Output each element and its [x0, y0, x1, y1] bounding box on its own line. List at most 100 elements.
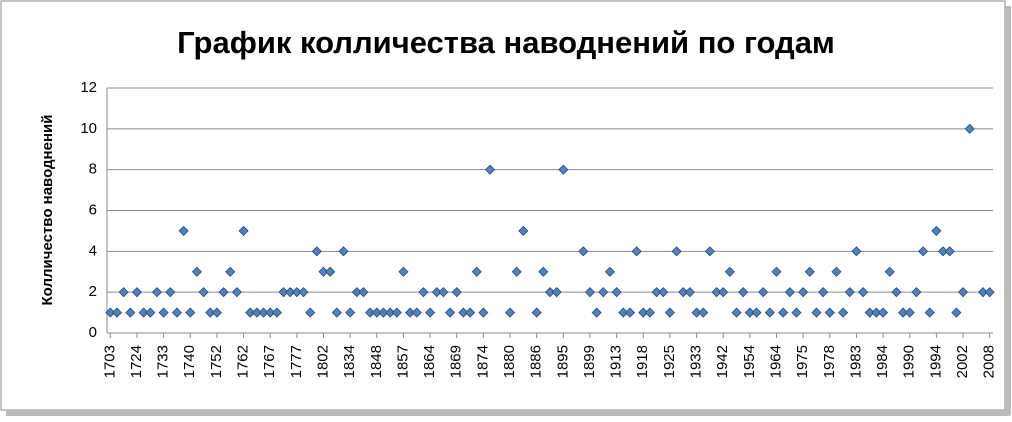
marker: [185, 307, 196, 318]
marker: [345, 307, 356, 318]
marker: [864, 307, 875, 318]
marker: [744, 307, 755, 318]
marker: [105, 307, 116, 318]
marker: [917, 246, 929, 257]
marker: [944, 246, 955, 257]
x-tick-label: 1895: [554, 345, 571, 378]
marker: [671, 246, 682, 257]
x-tick-label: 1733: [155, 345, 172, 378]
marker: [751, 307, 762, 318]
marker: [618, 307, 629, 318]
marker: [151, 287, 163, 298]
marker: [305, 307, 316, 318]
marker: [138, 307, 149, 318]
marker: [298, 287, 309, 298]
x-tick-label: 1942: [714, 345, 731, 378]
marker: [984, 287, 995, 298]
marker: [851, 246, 862, 257]
marker: [371, 307, 382, 318]
marker: [724, 266, 735, 277]
y-tick-label: 8: [89, 161, 97, 178]
marker: [718, 287, 729, 298]
marker: [611, 287, 622, 298]
marker: [798, 287, 809, 298]
y-tick-label: 4: [89, 242, 97, 259]
marker: [365, 307, 376, 318]
marker: [338, 246, 349, 257]
marker: [191, 266, 202, 277]
marker: [538, 266, 549, 277]
marker: [678, 287, 689, 298]
marker: [604, 266, 616, 277]
marker: [811, 307, 822, 318]
marker: [824, 307, 835, 318]
shadow: [6, 410, 1010, 416]
marker: [964, 123, 975, 134]
marker: [804, 266, 815, 277]
marker: [598, 287, 609, 298]
marker: [285, 287, 296, 298]
x-tick-label: 1762: [235, 345, 252, 378]
marker: [378, 307, 389, 318]
marker: [758, 287, 769, 298]
x-tick-label: 1994: [927, 345, 944, 378]
marker: [924, 307, 935, 318]
marker: [311, 246, 322, 257]
marker: [764, 307, 775, 318]
marker: [691, 307, 702, 318]
x-tick-label: 1752: [208, 345, 225, 378]
marker: [791, 307, 802, 318]
x-tick-label: 1925: [661, 345, 678, 378]
marker: [951, 307, 962, 318]
marker: [518, 225, 529, 236]
marker: [325, 266, 336, 277]
x-tick-label: 1869: [448, 345, 465, 378]
marker: [551, 287, 562, 298]
marker: [884, 266, 895, 277]
marker: [878, 307, 889, 318]
marker: [771, 266, 782, 277]
marker: [245, 307, 256, 318]
marker: [544, 287, 556, 298]
marker: [504, 307, 516, 318]
marker: [205, 307, 216, 318]
marker: [125, 307, 136, 318]
marker: [418, 287, 429, 298]
chart-title: График колличества наводнений по годам: [177, 25, 835, 60]
marker: [451, 287, 462, 298]
marker: [818, 287, 829, 298]
marker: [258, 307, 269, 318]
x-tick-label: 1724: [128, 345, 145, 378]
x-tick-label: 1802: [314, 345, 331, 378]
marker: [731, 307, 742, 318]
x-tick-label: 1857: [394, 345, 411, 378]
y-axis-title: Колличество наводнений: [39, 115, 56, 306]
marker: [904, 307, 915, 318]
marker: [911, 287, 922, 298]
marker: [471, 266, 482, 277]
marker: [624, 307, 636, 318]
marker: [438, 287, 449, 298]
marker: [684, 287, 695, 298]
marker: [118, 287, 129, 298]
x-tick-label: 1954: [741, 345, 758, 378]
marker: [698, 307, 709, 318]
x-tick-label: 1978: [821, 345, 838, 378]
marker: [784, 287, 795, 298]
marker: [638, 307, 649, 318]
marker: [704, 246, 715, 257]
marker: [145, 307, 156, 318]
x-tick-label: 1880: [501, 345, 518, 378]
marker: [844, 287, 855, 298]
marker: [931, 225, 942, 236]
marker: [231, 287, 242, 298]
x-tick-label: 1913: [608, 345, 625, 378]
marker: [558, 164, 569, 175]
marker: [511, 266, 522, 277]
marker: [211, 307, 222, 318]
marker: [891, 287, 902, 298]
x-tick-label: 1983: [847, 345, 864, 378]
y-tick-label: 0: [89, 324, 97, 341]
marker: [318, 266, 329, 277]
marker: [158, 307, 169, 318]
